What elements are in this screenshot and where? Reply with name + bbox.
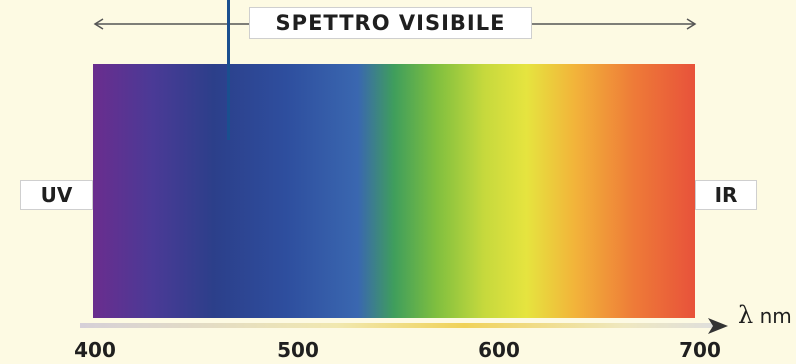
axis-unit-label: λ nm: [738, 301, 792, 329]
wavelength-axis: [80, 323, 720, 328]
tick-label-500: 500: [277, 338, 319, 362]
uv-label: UV: [20, 180, 93, 210]
spectrum-title: SPETTRO VISIBILE: [249, 7, 532, 39]
axis-arrowhead-icon: [708, 318, 728, 334]
tick-label-700: 700: [679, 338, 721, 362]
unit-text: nm: [759, 304, 792, 328]
wavelength-marker-line: [227, 0, 230, 140]
tick-label-600: 600: [478, 338, 520, 362]
lambda-symbol: λ: [738, 301, 754, 329]
ir-label: IR: [695, 180, 757, 210]
visible-spectrum-band: [93, 64, 695, 318]
tick-label-400: 400: [74, 338, 116, 362]
